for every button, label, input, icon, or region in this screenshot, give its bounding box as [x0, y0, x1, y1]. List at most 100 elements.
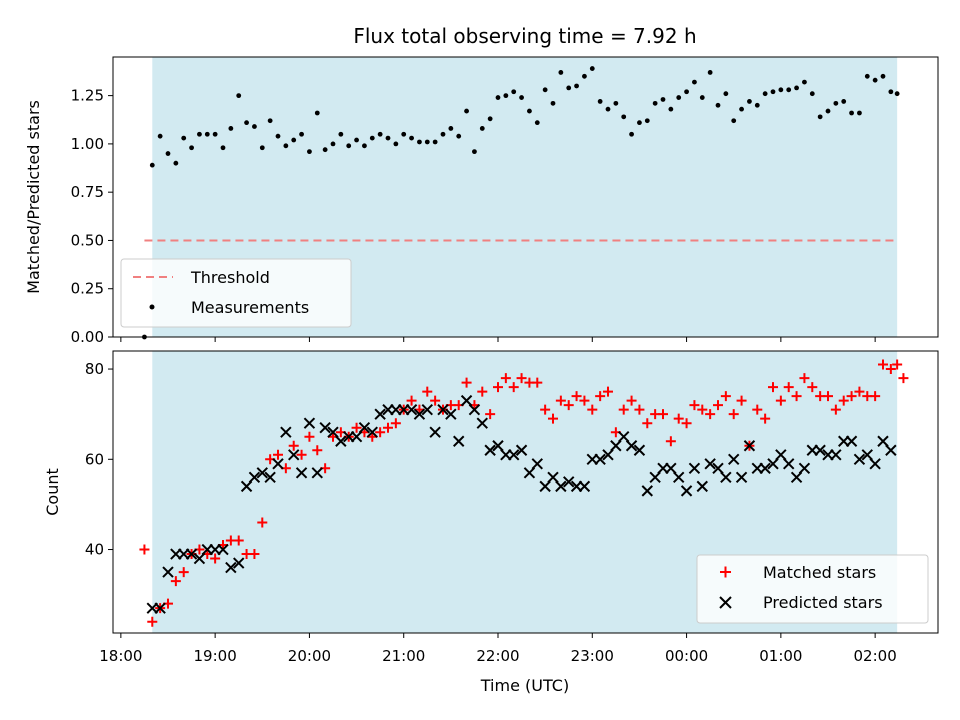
- matched-star-point: [898, 373, 909, 384]
- measurement-point: [228, 126, 234, 131]
- matched-star-point: [178, 567, 189, 578]
- predicted-star-point: [665, 462, 677, 475]
- matched-star-point: [422, 386, 433, 397]
- measurement-point: [511, 89, 517, 95]
- bottom-x-ticks: 18:00 19:00 20:00 21:00 22:00 23:00 00:00 01:00…: [99, 633, 897, 665]
- predicted-star-point: [759, 462, 771, 475]
- predicted-star-point: [319, 421, 331, 434]
- matched-star-point: [783, 382, 794, 393]
- measurement-point: [204, 131, 210, 137]
- measurement-point: [880, 73, 886, 79]
- predicted-star-point: [295, 467, 308, 479]
- matched-star-point: [791, 391, 802, 402]
- measurement-point: [605, 106, 611, 112]
- predicted-star-point: [728, 453, 740, 465]
- predicted-star-point: [335, 435, 347, 447]
- matched-star-point: [665, 436, 676, 447]
- matched-star-point: [846, 391, 857, 402]
- predicted-star-point: [421, 403, 433, 416]
- top-y-tick-label: 0.25: [71, 280, 104, 298]
- measurement-point: [346, 143, 352, 149]
- predicted-star-point: [869, 458, 881, 470]
- measurement-point: [338, 131, 344, 137]
- matched-star-point: [736, 395, 747, 406]
- matched-star-point: [170, 576, 181, 587]
- measurement-point: [220, 145, 226, 151]
- measurement-point: [715, 102, 721, 108]
- measurement-point: [307, 149, 312, 155]
- predicted-star-point: [366, 426, 378, 438]
- predicted-star-point: [555, 480, 567, 493]
- matched-star-point: [595, 391, 606, 402]
- matched-star-point: [681, 418, 692, 429]
- matched-star-point: [500, 373, 511, 384]
- predicted-star-point: [594, 453, 606, 465]
- x-axis-label: Time (UTC): [480, 676, 569, 695]
- matched-star-point: [273, 449, 283, 460]
- matched-star-point: [775, 395, 786, 406]
- predicted-star-point: [280, 426, 292, 438]
- matched-star-point: [658, 409, 668, 420]
- measurement-point: [314, 110, 320, 116]
- matched-star-point: [233, 535, 244, 546]
- top-y-tick-label: 0.00: [71, 328, 104, 346]
- matched-star-point: [249, 549, 260, 560]
- matched-star-point: [257, 517, 268, 528]
- measurement-point: [385, 135, 391, 141]
- measurement-point: [527, 108, 532, 114]
- top-y-axis-label: Matched/Predicted stars: [24, 100, 43, 294]
- matched-star-point: [705, 409, 716, 420]
- matched-star-point: [823, 391, 833, 402]
- measurement-point: [699, 95, 705, 100]
- matched-star-point: [288, 440, 299, 451]
- matched-star-point: [375, 427, 386, 438]
- measurement-point: [424, 139, 430, 145]
- predicted-star-point: [547, 471, 559, 484]
- matched-star-point: [830, 404, 841, 415]
- matched-star-point: [147, 616, 158, 627]
- legend-predicted-label: Predicted stars: [763, 593, 883, 612]
- measurement-point: [597, 99, 603, 104]
- measurement-point: [299, 131, 304, 137]
- predicted-star-point: [233, 557, 245, 569]
- matched-star-point: [760, 413, 771, 424]
- predicted-star-point: [633, 444, 646, 456]
- matched-star-point: [807, 382, 818, 393]
- measurement-point: [684, 89, 689, 95]
- measurement-point: [377, 131, 383, 137]
- measurement-point: [582, 73, 587, 79]
- predicted-star-point: [563, 476, 575, 488]
- x-tick-label: 00:00: [665, 647, 708, 665]
- bottom-legend-box: [696, 554, 929, 624]
- predicted-star-point: [602, 449, 614, 461]
- top-y-tick-label: 1.00: [71, 135, 104, 153]
- top-marks: [142, 66, 900, 340]
- measurement-point: [212, 131, 218, 137]
- measurement-point: [448, 126, 454, 131]
- matched-star-point: [383, 422, 393, 433]
- predicted-star-point: [405, 403, 418, 416]
- predicted-star-point: [861, 449, 873, 461]
- matched-star-point: [713, 400, 723, 411]
- measurement-point: [668, 106, 674, 112]
- matched-star-point: [673, 413, 684, 424]
- top-y-tick-label: 0.50: [71, 231, 104, 249]
- predicted-star-point: [515, 444, 528, 456]
- x-tick-label: 19:00: [194, 647, 237, 665]
- matched-star-point: [548, 413, 558, 424]
- measurement-point: [888, 89, 894, 95]
- measurement-point: [173, 160, 179, 166]
- predicted-star-point: [790, 471, 803, 484]
- predicted-star-point: [429, 426, 441, 438]
- predicted-star-point: [272, 458, 284, 470]
- matched-star-point: [579, 395, 590, 406]
- predicted-star-point: [460, 394, 473, 407]
- predicted-star-point: [618, 431, 630, 443]
- measurement-point: [849, 110, 854, 116]
- matched-star-point: [854, 386, 865, 397]
- predicted-star-point: [453, 435, 465, 447]
- predicted-star-point: [413, 408, 426, 420]
- matched-star-point: [720, 391, 731, 402]
- matched-star-point: [406, 395, 417, 406]
- measurement-point: [802, 79, 807, 85]
